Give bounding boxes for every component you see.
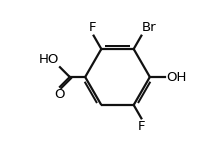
Text: F: F	[138, 120, 146, 133]
Text: Br: Br	[142, 21, 157, 34]
Text: O: O	[54, 88, 64, 101]
Text: F: F	[89, 21, 97, 34]
Text: OH: OH	[166, 71, 187, 83]
Text: HO: HO	[39, 53, 59, 66]
